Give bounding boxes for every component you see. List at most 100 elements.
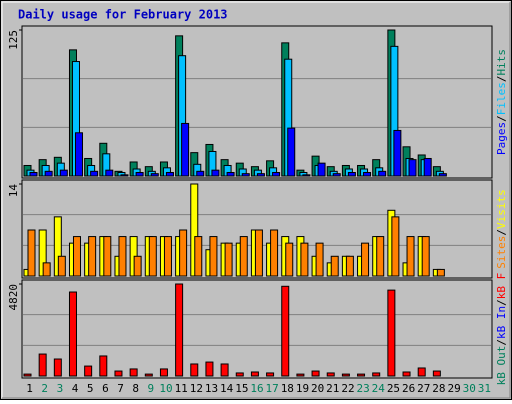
bevel: [1, 1, 510, 398]
x-tick-label: 17: [266, 382, 279, 395]
x-tick-label: 15: [235, 382, 248, 395]
legend: Sites/Visits: [495, 189, 508, 269]
x-tick-label: 19: [296, 382, 309, 395]
bar: [363, 171, 372, 177]
x-tick-label: 24: [372, 382, 386, 395]
bar: [302, 174, 311, 177]
bar: [345, 255, 354, 277]
x-tick-label: 7: [117, 382, 124, 395]
x-tick-label: 12: [190, 382, 203, 395]
x-tick-label: 28: [432, 382, 445, 395]
bar: [57, 255, 66, 277]
bar: [357, 373, 366, 377]
bar: [226, 171, 235, 177]
bar: [68, 291, 77, 377]
bar: [332, 173, 341, 177]
bar: [90, 170, 99, 177]
bar: [114, 370, 123, 377]
bar: [391, 216, 400, 277]
bar: [53, 358, 62, 377]
bar: [42, 262, 51, 277]
legend-entry: Files: [495, 82, 508, 115]
x-tick-label: 20: [311, 382, 324, 395]
bar: [135, 171, 144, 177]
x-tick-label: 9: [148, 382, 155, 395]
x-tick-label: 11: [175, 382, 188, 395]
bar: [133, 255, 142, 277]
legend-separator: /: [495, 339, 508, 346]
bar: [23, 373, 32, 377]
bar: [241, 173, 250, 177]
x-tick-label: 16: [250, 382, 263, 395]
panel: [21, 279, 493, 379]
y-tick-label: 125: [7, 30, 20, 50]
bar: [417, 367, 426, 377]
x-tick-label: 27: [417, 382, 430, 395]
y-tick-label: 4820: [7, 284, 20, 311]
legend-entry: Visits: [495, 189, 508, 229]
bar: [256, 173, 265, 177]
bar: [205, 361, 214, 377]
bar: [224, 242, 233, 277]
bar: [250, 371, 259, 377]
x-tick-label: 26: [402, 382, 415, 395]
bar: [423, 157, 432, 177]
bar: [281, 285, 290, 377]
bar: [235, 372, 244, 377]
bar: [165, 171, 174, 177]
bar: [59, 169, 68, 177]
bar: [220, 363, 229, 377]
x-tick-label: 13: [205, 382, 218, 395]
bar: [105, 169, 114, 177]
bar: [239, 236, 248, 277]
bar: [72, 236, 81, 277]
bar: [300, 242, 309, 277]
bar: [315, 242, 324, 277]
bar: [196, 170, 205, 177]
bar: [387, 289, 396, 377]
bar: [194, 236, 203, 277]
x-tick-label: 8: [132, 382, 139, 395]
bar: [406, 236, 415, 277]
bar: [144, 373, 153, 377]
bar: [376, 236, 385, 277]
bar: [272, 171, 281, 177]
y-tick-label: 14: [7, 184, 20, 198]
bar: [179, 229, 188, 277]
bar: [88, 236, 97, 277]
bar: [402, 371, 411, 377]
x-tick-label: 1: [26, 382, 33, 395]
bar: [254, 229, 263, 277]
legend-separator: /: [495, 299, 508, 306]
x-tick-label: 22: [341, 382, 354, 395]
bar: [317, 162, 326, 177]
bar: [103, 236, 112, 277]
x-tick-label: 25: [387, 382, 400, 395]
legend-separator: /: [495, 229, 508, 236]
x-tick-label: 29: [447, 382, 460, 395]
x-tick-label: 21: [326, 382, 339, 395]
bar: [148, 236, 157, 277]
x-tick-label: 31: [478, 382, 491, 395]
bar: [421, 236, 430, 277]
bar: [120, 174, 129, 177]
bar: [287, 127, 296, 177]
bar: [330, 255, 339, 277]
bar: [361, 242, 370, 277]
bar: [150, 173, 159, 177]
legend: Pages/Files/Hits: [495, 49, 508, 155]
bar: [393, 129, 402, 177]
bar: [84, 365, 93, 377]
x-tick-label: 3: [57, 382, 64, 395]
legend-entry: kB Out: [495, 346, 508, 386]
bar: [347, 171, 356, 177]
bar: [432, 370, 441, 377]
bar: [296, 373, 305, 377]
bar: [163, 236, 172, 277]
x-tick-label: 10: [159, 382, 172, 395]
x-tick-label: 18: [281, 382, 294, 395]
bar: [209, 236, 218, 277]
bar: [270, 229, 279, 277]
bar: [159, 368, 168, 377]
